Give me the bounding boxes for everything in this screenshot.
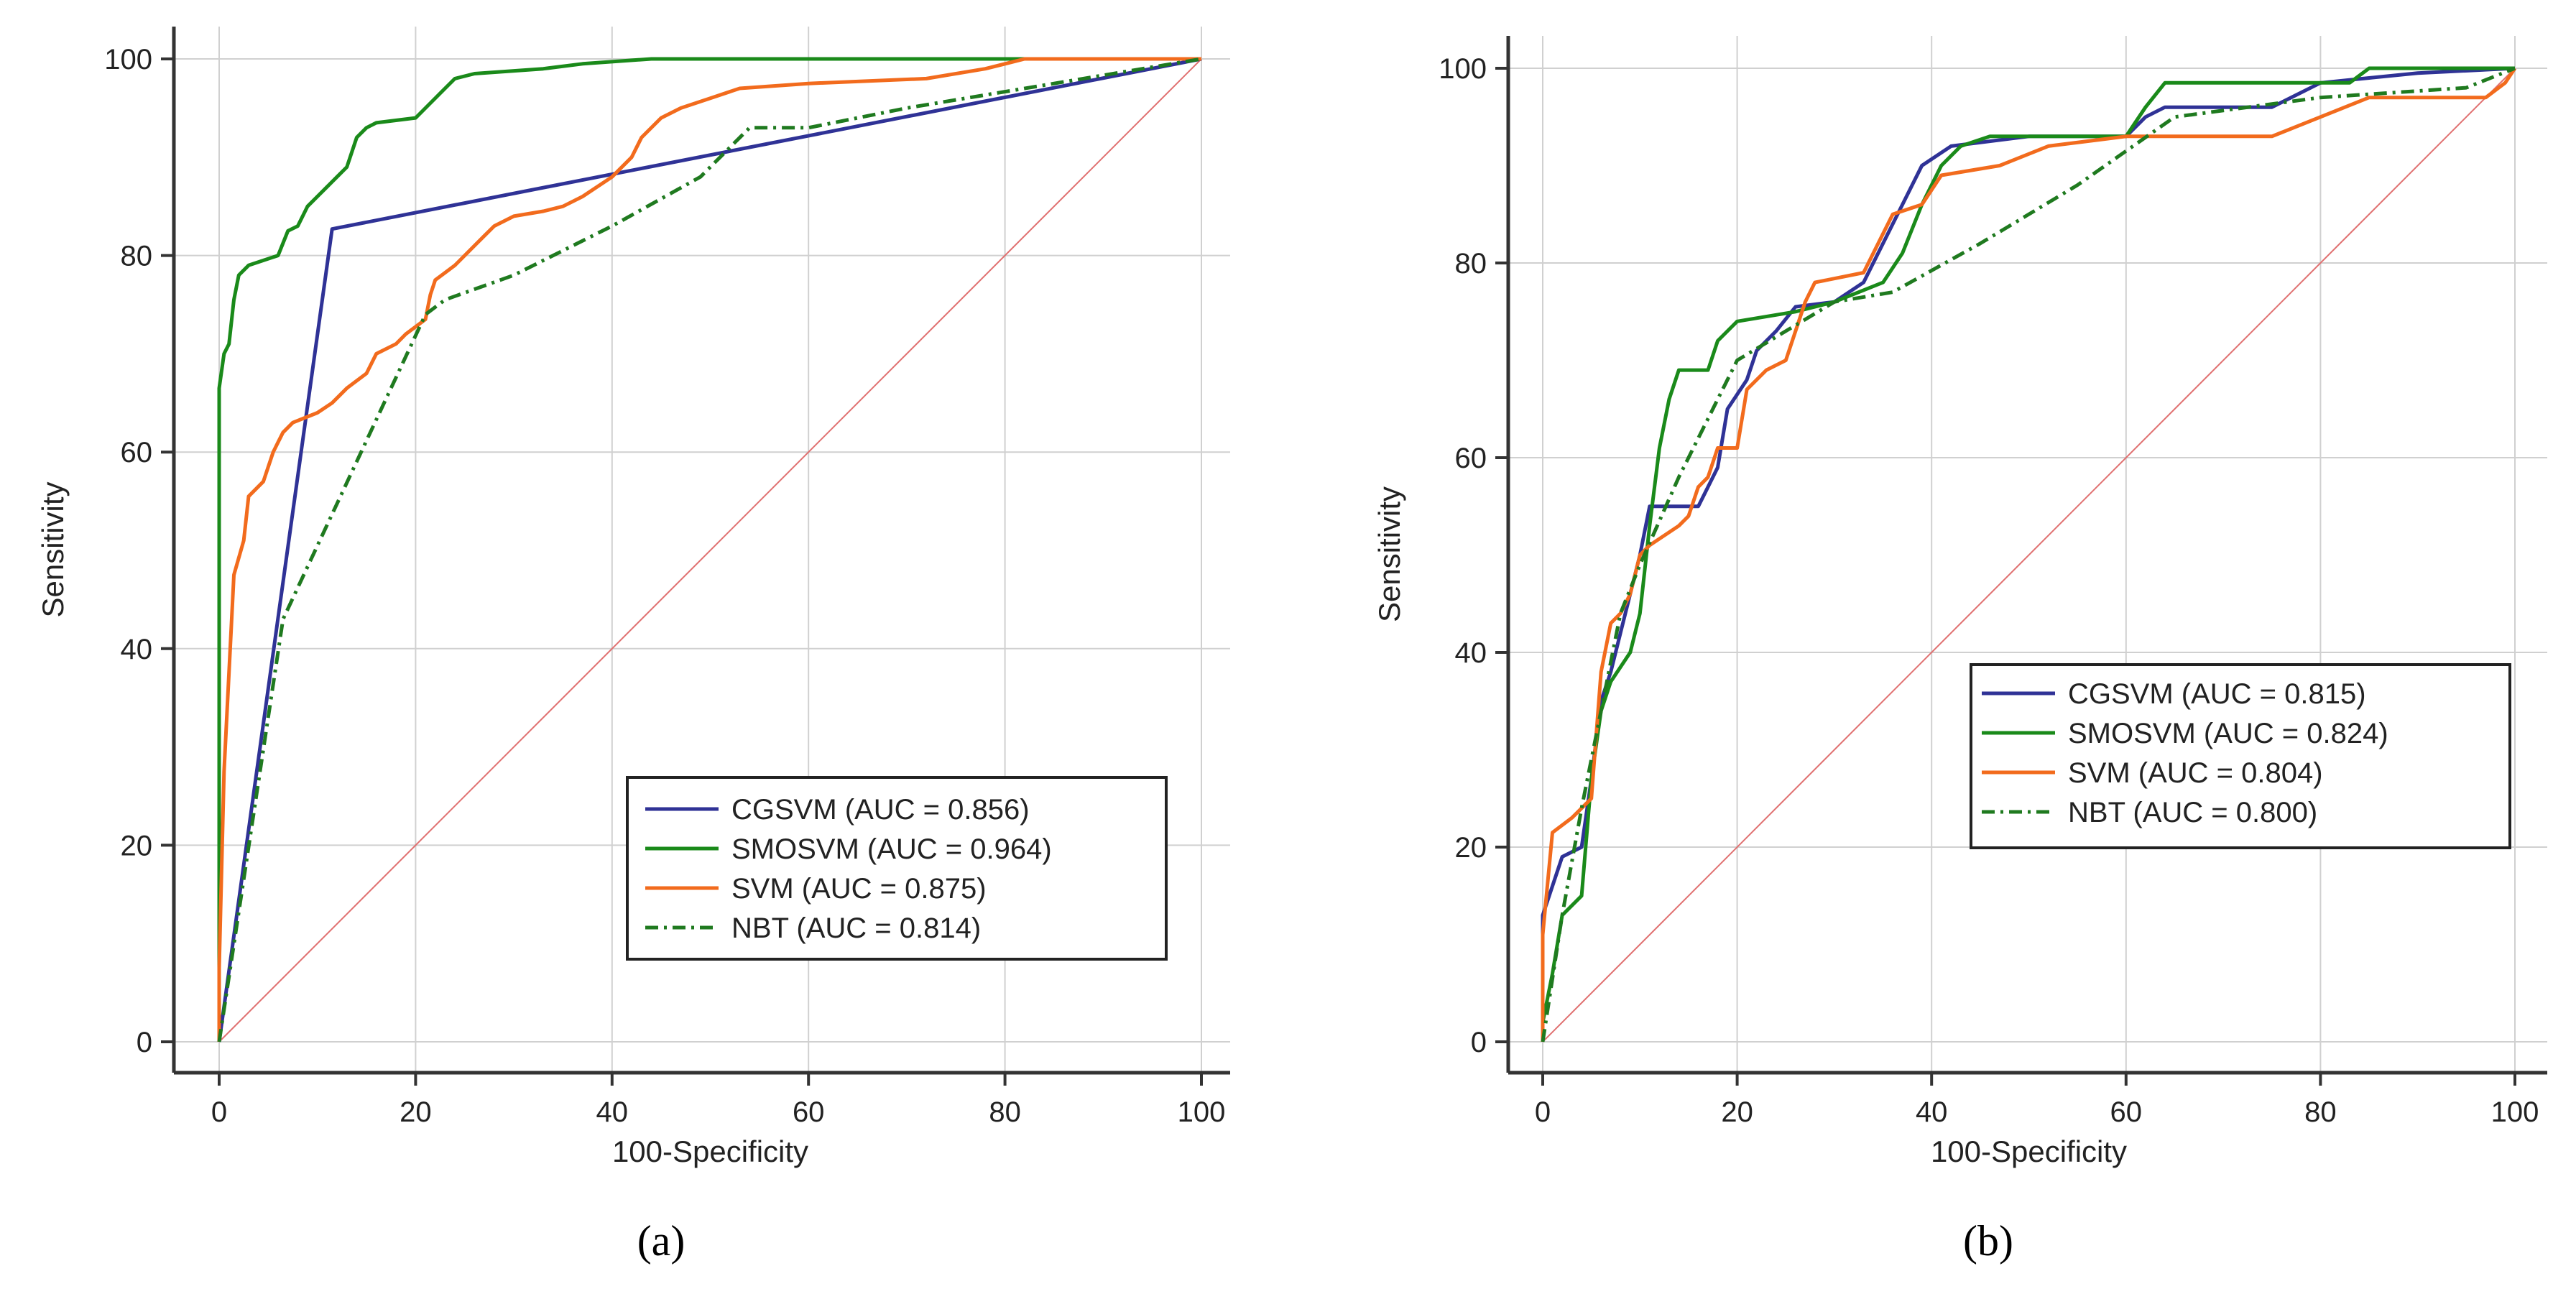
y-tick-label-0: 0: [1471, 1027, 1487, 1058]
x-tick-label-80: 80: [2304, 1096, 2337, 1128]
x-axis-label-b: 100-Specificity: [1931, 1134, 2127, 1168]
x-tick-label-0: 0: [211, 1096, 227, 1128]
legend-item-svm: SVM (AUC = 0.875): [645, 873, 987, 905]
series-line-nbt: [1541, 66, 2516, 1043]
y-tick-label-20: 20: [121, 830, 153, 861]
roc-chart-a: 0 20 40 60 80 100 0 20 40 60 80 100 100-Specificity…: [36, 27, 1230, 1265]
reference-diagonal-a: [218, 58, 1202, 1043]
x-tick-label-100: 100: [2491, 1096, 2539, 1128]
y-axis-label-b: Sensitivity: [1372, 486, 1406, 622]
legend-label-smosvm: SMOSVM (AUC = 0.824): [2068, 718, 2388, 749]
series-line-smosvm: [217, 57, 1201, 1042]
x-tick-label-40: 40: [596, 1096, 629, 1128]
axes-b: [1506, 36, 2547, 1075]
legend-item-svm: SVM (AUC = 0.804): [1982, 757, 2323, 789]
y-tick-label-40: 40: [1455, 637, 1487, 669]
legend-a: CGSVM (AUC = 0.856) SMOSVM (AUC = 0.964)…: [626, 776, 1168, 961]
ticks-a: 0 20 40 60 80 100 0 20 40 60 80 100: [104, 44, 1225, 1128]
legend-label-svm: SVM (AUC = 0.875): [731, 873, 987, 905]
y-tick-label-100: 100: [104, 44, 152, 75]
legend-label-nbt: NBT (AUC = 0.800): [2068, 797, 2317, 828]
y-tick-label-80: 80: [121, 241, 153, 272]
series-line-nbt: [217, 57, 1202, 1043]
x-tick-label-20: 20: [400, 1096, 432, 1128]
axes-a: [172, 27, 1230, 1075]
panel-label-b: (b): [1963, 1217, 2013, 1265]
y-axis-label-a: Sensitivity: [36, 481, 70, 617]
legend-item-nbt: NBT (AUC = 0.800): [1982, 797, 2317, 828]
grid-a: [174, 27, 1230, 1073]
series-line-svm: [1541, 67, 2517, 1042]
y-tick-label-60: 60: [121, 437, 153, 468]
y-tick-label-40: 40: [121, 634, 153, 665]
y-tick-label-0: 0: [137, 1027, 152, 1058]
y-tick-label-100: 100: [1439, 53, 1487, 85]
x-tick-label-60: 60: [2110, 1096, 2143, 1128]
legend-box-b: [1970, 663, 2511, 849]
legend-item-cgsvm: CGSVM (AUC = 0.815): [1982, 678, 2366, 710]
legend-label-smosvm: SMOSVM (AUC = 0.964): [731, 833, 1052, 865]
roc-chart-b: 0 20 40 60 80 100 0 20 40 60 80 100 100-Specificity…: [1372, 36, 2547, 1265]
x-tick-label-0: 0: [1535, 1096, 1551, 1128]
legend-item-nbt: NBT (AUC = 0.814): [645, 912, 981, 944]
x-tick-label-100: 100: [1178, 1096, 1226, 1128]
x-tick-label-40: 40: [1916, 1096, 1948, 1128]
legend-b: CGSVM (AUC = 0.815) SMOSVM (AUC = 0.824)…: [1970, 663, 2511, 849]
x-axis-label-a: 100-Specificity: [612, 1134, 808, 1168]
series-line-svm: [217, 57, 1201, 1042]
legend-label-nbt: NBT (AUC = 0.814): [731, 912, 981, 944]
legend-item-smosvm: SMOSVM (AUC = 0.824): [1982, 718, 2388, 749]
grid-b: [1508, 36, 2547, 1073]
legend-label-cgsvm: CGSVM (AUC = 0.815): [2068, 678, 2366, 710]
y-tick-label-20: 20: [1455, 832, 1487, 864]
y-tick-label-60: 60: [1455, 443, 1487, 474]
legend-label-svm: SVM (AUC = 0.804): [2068, 757, 2323, 789]
series-layer-b: [1541, 66, 2517, 1043]
reference-diagonal-b: [1542, 68, 2516, 1043]
legend-item-cgsvm: CGSVM (AUC = 0.856): [645, 794, 1030, 826]
legend-label-cgsvm: CGSVM (AUC = 0.856): [731, 794, 1030, 826]
x-tick-label-80: 80: [989, 1096, 1021, 1128]
x-tick-label-60: 60: [793, 1096, 825, 1128]
panel-label-a: (a): [637, 1217, 685, 1265]
series-line-cgsvm: [217, 57, 1202, 1043]
series-layer-a: [217, 57, 1202, 1043]
y-tick-label-80: 80: [1455, 248, 1487, 279]
x-tick-label-20: 20: [1721, 1096, 1753, 1128]
legend-item-smosvm: SMOSVM (AUC = 0.964): [645, 833, 1052, 865]
ticks-b: 0 20 40 60 80 100 0 20 40 60 80 100: [1439, 53, 2539, 1128]
